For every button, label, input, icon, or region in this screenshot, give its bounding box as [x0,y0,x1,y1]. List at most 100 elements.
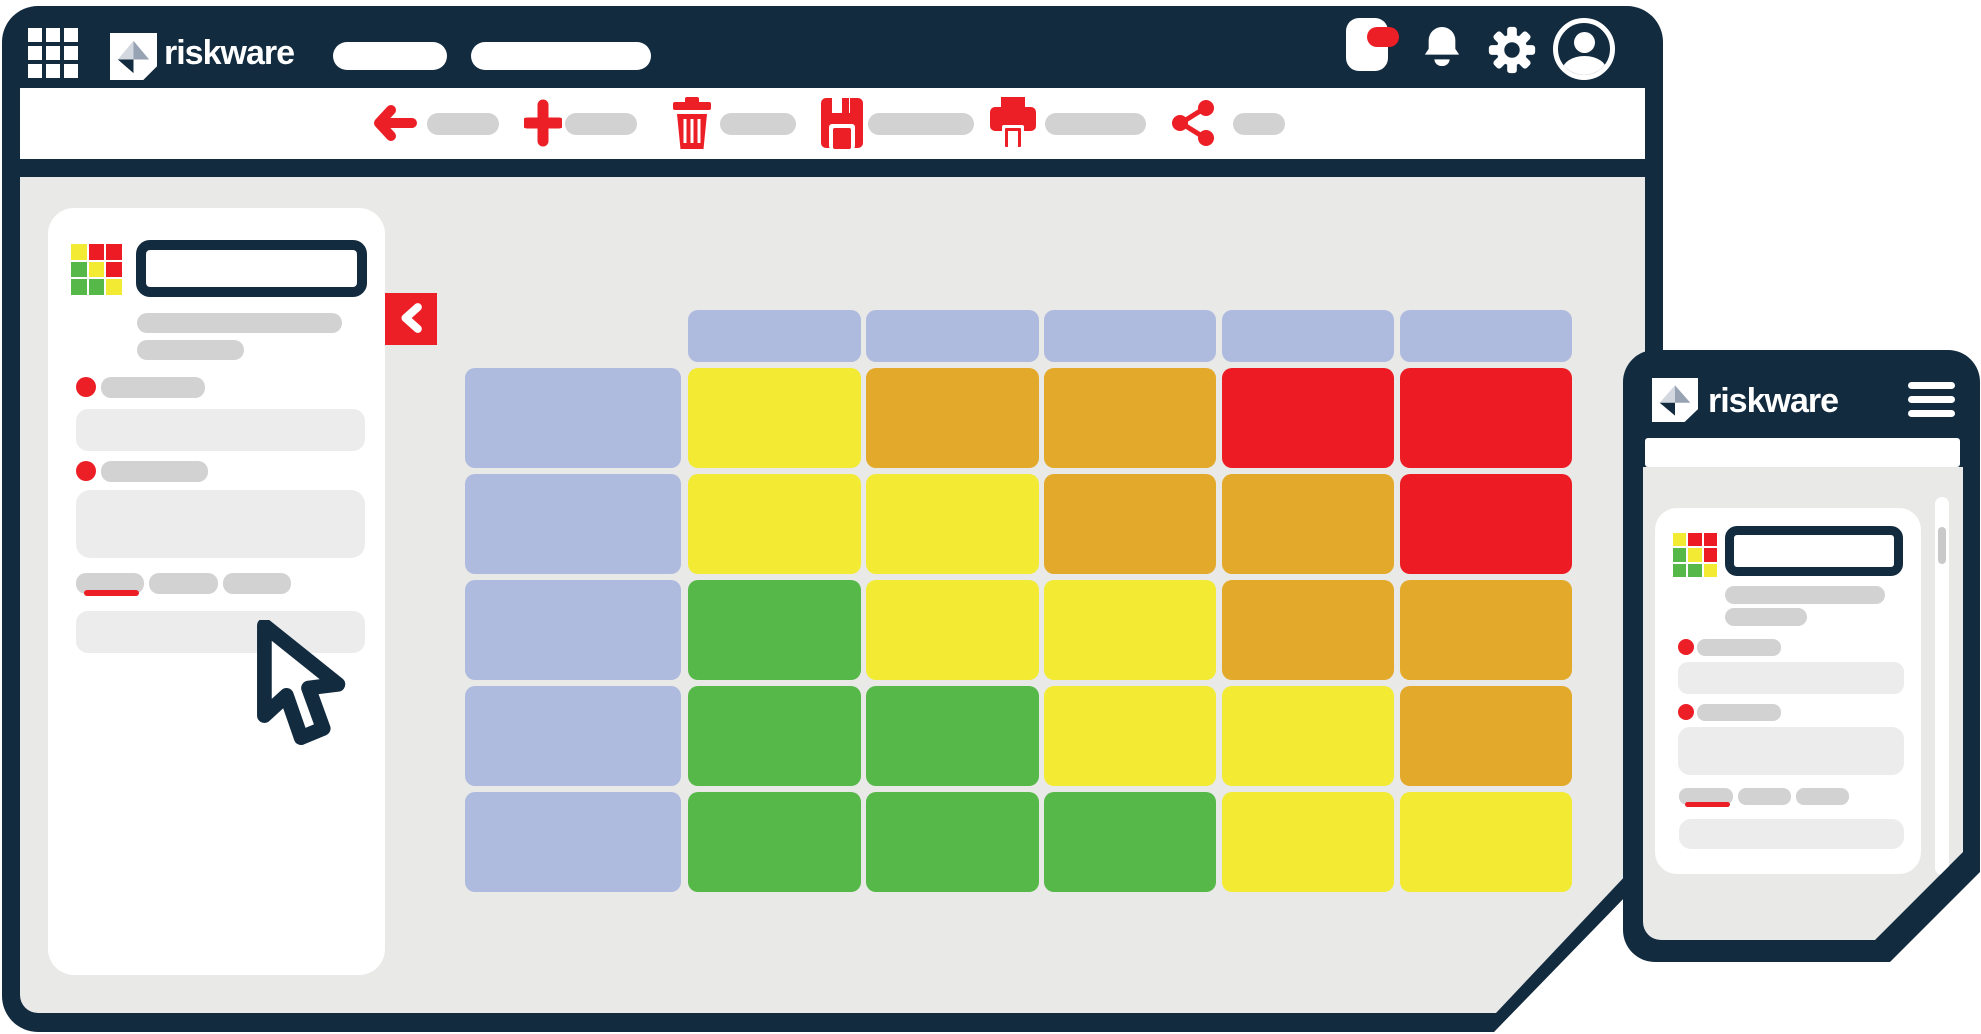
mini-matrix-cell [1673,563,1687,577]
share-icon[interactable] [1171,99,1215,147]
matrix-cell-amber[interactable] [1044,368,1216,468]
gear-icon[interactable] [1486,23,1538,77]
phone-search-input[interactable] [1725,526,1903,576]
matrix-cell-yellow[interactable] [1044,580,1216,680]
matrix-cell-yellow[interactable] [1044,686,1216,786]
mini-matrix-cell [1688,533,1702,547]
save-icon[interactable] [820,97,864,149]
matrix-cell-amber[interactable] [1222,580,1394,680]
avatar-head [1574,32,1595,53]
sidebar-logo-mini-matrix [71,244,122,295]
mini-matrix-cell [1703,563,1717,577]
print-icon[interactable] [989,97,1037,149]
share-label-placeholder [1233,113,1285,135]
sidebar-panel [48,208,385,975]
logo-document-icon [1652,378,1698,422]
matrix-row-label [465,368,681,468]
text-line-placeholder [137,313,342,333]
sidebar-search-input[interactable] [136,240,367,297]
bell-icon[interactable] [1422,21,1462,73]
field-placeholder [1679,819,1904,849]
brand-wordmark: riskware [164,34,295,72]
app-badge-icon[interactable] [1346,18,1399,71]
status-dot [1678,639,1694,655]
matrix-cell-amber[interactable] [1044,474,1216,574]
matrix-row-label [465,686,681,786]
mini-matrix-cell [1673,548,1687,562]
phone-logo-mini-matrix [1673,533,1717,577]
tab-placeholder[interactable] [149,573,218,594]
matrix-cell-red[interactable] [1222,368,1394,468]
tab-placeholder[interactable] [1738,788,1791,805]
matrix-cell-yellow[interactable] [1222,686,1394,786]
mini-matrix-cell [1703,548,1717,562]
matrix-row-label [465,474,681,574]
phone-search-bar[interactable] [1645,438,1960,467]
chevron-left-icon [401,302,422,333]
matrix-cell-yellow[interactable] [866,474,1039,574]
tab-placeholder[interactable] [223,573,291,594]
mini-matrix-cell [71,244,87,260]
mini-matrix-cell [1688,563,1702,577]
matrix-column-header [688,310,861,362]
matrix-cell-amber[interactable] [1400,580,1572,680]
phone-content-canvas [1643,467,1963,940]
mini-matrix-cell [106,279,122,295]
matrix-cell-green[interactable] [1044,792,1216,892]
matrix-cell-amber[interactable] [1222,474,1394,574]
status-dot [76,377,96,397]
matrix-cell-yellow[interactable] [1222,792,1394,892]
notification-badge [1367,27,1399,47]
matrix-cell-yellow[interactable] [688,368,861,468]
matrix-cell-green[interactable] [866,686,1039,786]
phone-brand-wordmark: riskware [1708,382,1839,420]
list-item-label-placeholder [101,377,205,398]
matrix-row-label [465,580,681,680]
matrix-cell-green[interactable] [688,686,861,786]
mini-matrix-cell [71,261,87,278]
field-placeholder [76,409,365,451]
matrix-cell-yellow[interactable] [866,580,1039,680]
tab-placeholder-active[interactable] [1679,788,1733,805]
mini-matrix-cell [1703,533,1717,547]
text-line-placeholder [1725,586,1885,604]
matrix-column-header [1400,310,1572,362]
matrix-cell-amber[interactable] [866,368,1039,468]
tab-placeholder[interactable] [1796,788,1849,805]
matrix-cell-amber[interactable] [1400,686,1572,786]
matrix-cell-green[interactable] [688,580,861,680]
phone-brand-logo[interactable] [1652,378,1698,427]
matrix-cell-red[interactable] [1400,474,1572,574]
mini-matrix-cell [88,279,105,295]
nav-item-placeholder-2[interactable] [471,42,651,70]
status-dot [1678,704,1694,720]
matrix-cell-yellow[interactable] [1400,792,1572,892]
list-item-label-placeholder [1697,704,1781,721]
mini-matrix-cell [106,261,122,278]
matrix-cell-green[interactable] [866,792,1039,892]
textarea-placeholder [76,490,365,558]
tab-placeholder-active[interactable] [76,573,144,594]
matrix-cell-green[interactable] [688,792,861,892]
matrix-column-header [1222,310,1394,362]
active-tab-underline [1685,802,1730,807]
back-icon[interactable] [372,100,418,146]
delete-label-placeholder [720,113,796,135]
avatar-icon[interactable] [1553,18,1615,80]
phone-scrollbar-thumb[interactable] [1938,527,1946,564]
apps-grid-icon[interactable] [28,28,78,78]
hamburger-icon[interactable] [1908,382,1955,424]
active-tab-underline [84,590,139,596]
add-icon[interactable] [524,99,562,147]
toolbar [20,88,1645,159]
nav-item-placeholder-1[interactable] [333,42,447,70]
matrix-cell-red[interactable] [1400,368,1572,468]
brand-logo[interactable] [110,33,157,80]
mini-matrix-cell [1673,533,1687,547]
matrix-cell-yellow[interactable] [688,474,861,574]
delete-icon[interactable] [670,97,714,149]
sidebar-collapse-button[interactable] [385,293,437,345]
phone-scrollbar-track[interactable] [1935,497,1949,875]
list-item-label-placeholder [1697,639,1781,656]
